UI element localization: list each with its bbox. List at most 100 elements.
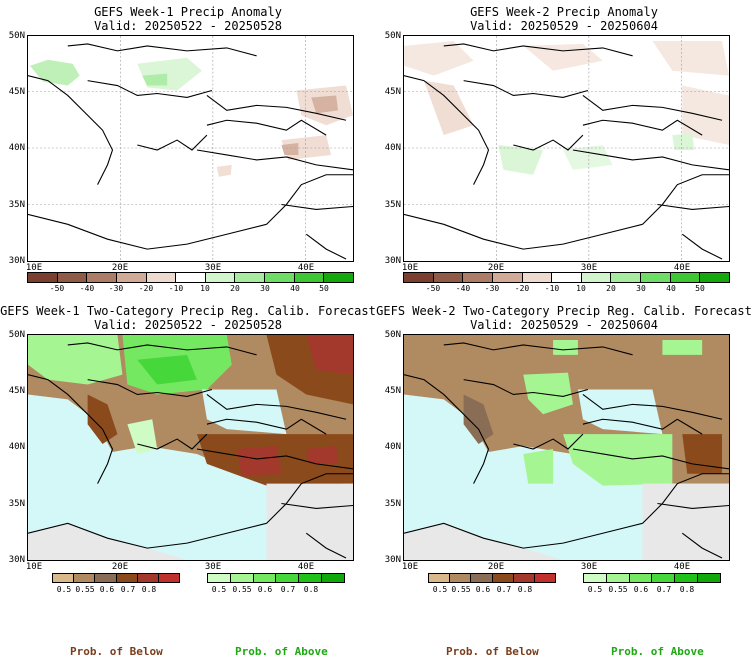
lat-label: 30N (8, 256, 25, 266)
lat-label: 45N (8, 386, 25, 396)
colorbar-tick: 20 (606, 284, 616, 293)
lon-label: 40E (673, 263, 691, 273)
lon-label: 10E (401, 562, 419, 572)
colorbar-tick: 0.7 (280, 585, 296, 594)
colorbar-tick: -20 (138, 284, 154, 293)
colorbar-tick: 0.55 (75, 585, 95, 594)
map-panel-1 (27, 35, 354, 262)
colorbar-tick: 0.8 (141, 585, 157, 594)
colorbar-tick: 0.8 (679, 585, 695, 594)
prob-below-label-week2: Prob. of Below (446, 645, 539, 658)
lat-label: 35N (8, 200, 25, 210)
lat-label: 50N (8, 31, 25, 41)
colorbar-tick: 0.5 (432, 585, 448, 594)
colorbar-swatch (629, 574, 653, 582)
lon-label: 30E (580, 263, 598, 273)
colorbar-swatch (116, 574, 138, 582)
colorbar-swatch (137, 574, 159, 582)
lat-label: 45N (8, 87, 25, 97)
colorbar-tick: 0.6 (475, 585, 491, 594)
lon-label: 10E (25, 562, 43, 572)
panel4-valid: Valid: 20250529 - 20250604 (470, 318, 658, 332)
anomaly-colorbar-week1 (27, 272, 354, 283)
colorbar-tick: 0.6 (99, 585, 115, 594)
colorbar-swatch (492, 273, 523, 282)
colorbar-swatch (450, 574, 472, 582)
colorbar-swatch (235, 273, 266, 282)
lat-label: 45N (384, 386, 401, 396)
lat-label: 40N (384, 143, 401, 153)
colorbar-swatch (276, 574, 300, 582)
colorbar-swatch (433, 273, 464, 282)
panel3-title: GEFS Week-1 Two-Category Precip Reg. Cal… (0, 304, 376, 318)
colorbar-tick: 50 (695, 284, 705, 293)
colorbar-swatch (57, 273, 88, 282)
colorbar-swatch (463, 273, 493, 282)
colorbar-swatch (74, 574, 96, 582)
colorbar-tick: 0.6 (633, 585, 649, 594)
colorbar-tick: 0.6 (257, 585, 273, 594)
colorbar-swatch (265, 273, 295, 282)
lat-label: 35N (384, 200, 401, 210)
colorbar-swatch (322, 574, 344, 582)
colorbar-swatch (324, 273, 354, 282)
lat-label: 50N (384, 330, 401, 340)
colorbar-tick: -10 (544, 284, 560, 293)
colorbar-tick: 0.5 (211, 585, 227, 594)
colorbar-swatch (606, 574, 630, 582)
lat-label: 40N (8, 442, 25, 452)
panel1-valid: Valid: 20250522 - 20250528 (94, 19, 282, 33)
colorbar-tick: 50 (319, 284, 329, 293)
colorbar-tick: 40 (666, 284, 676, 293)
colorbar-tick: -30 (484, 284, 500, 293)
lat-label: 35N (8, 499, 25, 509)
colorbar-swatch (584, 574, 607, 582)
probability-map-week2 (404, 335, 729, 560)
lat-label: 45N (384, 87, 401, 97)
colorbar-tick: 30 (636, 284, 646, 293)
colorbar-swatch (641, 273, 671, 282)
colorbar-swatch (670, 273, 701, 282)
colorbar-tick: -50 (425, 284, 441, 293)
colorbar-tick: 40 (290, 284, 300, 293)
lon-label: 40E (297, 263, 315, 273)
anomaly-map-week1 (28, 36, 353, 261)
prob-above-colorbar-week1 (207, 573, 345, 583)
anomaly-map-week2 (404, 36, 729, 261)
lon-label: 30E (204, 562, 222, 572)
lat-label: 30N (384, 555, 401, 565)
colorbar-swatch (146, 273, 177, 282)
colorbar-swatch (700, 273, 730, 282)
colorbar-tick: 0.55 (608, 585, 628, 594)
colorbar-tick: 0.55 (451, 585, 471, 594)
prob-above-colorbar-week2 (583, 573, 721, 583)
lon-label: 10E (401, 263, 419, 273)
colorbar-tick: 0.7 (120, 585, 136, 594)
colorbar-swatch (534, 574, 556, 582)
colorbar-swatch (675, 574, 699, 582)
colorbar-swatch (652, 574, 676, 582)
map-panel-3 (27, 334, 354, 561)
lat-label: 35N (384, 499, 401, 509)
colorbar-tick: -10 (168, 284, 184, 293)
colorbar-swatch (116, 273, 147, 282)
colorbar-tick: 0.7 (496, 585, 512, 594)
panel1-title: GEFS Week-1 Precip Anomaly (94, 5, 282, 19)
colorbar-swatch (53, 574, 75, 582)
colorbar-swatch (404, 273, 434, 282)
prob-below-colorbar-week1 (52, 573, 180, 583)
panel4-title: GEFS Week-2 Two-Category Precip Reg. Cal… (376, 304, 752, 318)
lon-label: 20E (487, 562, 505, 572)
lat-label: 30N (8, 555, 25, 565)
colorbar-swatch (581, 273, 612, 282)
lat-label: 50N (384, 31, 401, 41)
colorbar-tick: 0.7 (656, 585, 672, 594)
colorbar-swatch (230, 574, 254, 582)
lon-label: 20E (111, 562, 129, 572)
map-panel-2 (403, 35, 730, 262)
colorbar-tick: 0.5 (56, 585, 72, 594)
colorbar-tick: -20 (514, 284, 530, 293)
colorbar-swatch (492, 574, 514, 582)
colorbar-swatch (299, 574, 323, 582)
lat-label: 40N (384, 442, 401, 452)
